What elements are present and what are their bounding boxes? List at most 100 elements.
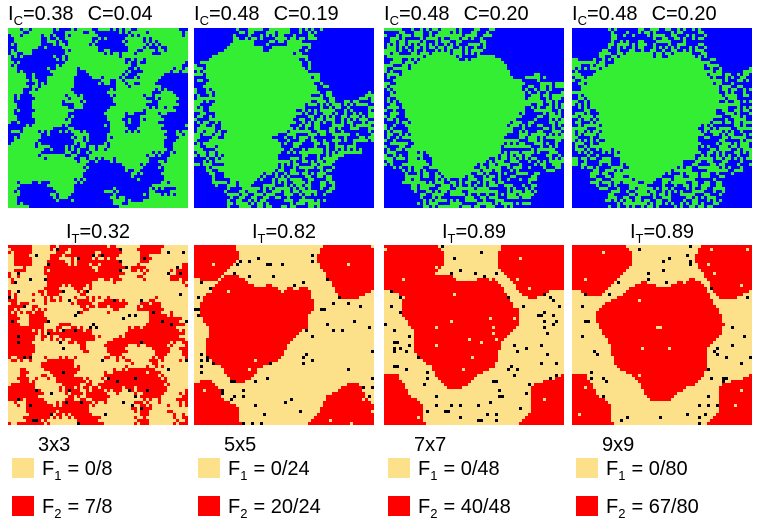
label-part: C=0.04 (88, 3, 153, 25)
legend-swatch (12, 458, 34, 478)
legend-label: F1 = 0/24 (228, 458, 310, 483)
label-part: F (606, 458, 618, 480)
label-part: = 0/48 (443, 458, 499, 480)
label-part: C (200, 13, 209, 28)
legend-label: F1 = 0/8 (42, 458, 113, 483)
legend-label: F2 = 40/48 (418, 496, 511, 521)
label-part: I (194, 3, 200, 25)
label-part: F (418, 458, 430, 480)
legend-swatch (388, 458, 410, 478)
label-part: F (418, 496, 430, 518)
trait-lattice (194, 245, 374, 425)
label-part: I (384, 3, 390, 25)
label-part: 2 (618, 506, 625, 521)
strategy-lattice (384, 28, 564, 208)
label-part: F (228, 458, 240, 480)
lattice-cells (581, 245, 752, 425)
label-part: I (442, 221, 448, 243)
label-part: T (258, 231, 266, 246)
legend-label: F2 = 7/8 (42, 496, 113, 521)
label-part: = 67/80 (631, 496, 698, 518)
legend-label: F2 = 67/80 (606, 496, 699, 521)
label-part: = 0/8 (67, 458, 112, 480)
neighbourhood-size: 9x9 (602, 434, 634, 456)
label-part: 1 (430, 468, 437, 483)
trait-lattice (8, 245, 188, 425)
label-part: =0.82 (265, 221, 316, 243)
label-part: =0.38 (23, 3, 74, 25)
lattice-cells (194, 28, 374, 208)
label-part: F (42, 458, 54, 480)
top-label: IC=0.48 C=0.20 (384, 3, 529, 28)
lattice-cells (194, 245, 374, 425)
strategy-lattice (572, 28, 752, 208)
legend-swatch (388, 496, 410, 516)
label-part: 2 (430, 506, 437, 521)
label-part: =0.32 (79, 221, 130, 243)
label-part: 2 (240, 506, 247, 521)
label-part: = 20/24 (253, 496, 320, 518)
label-part: I (572, 3, 578, 25)
label-part: 1 (240, 468, 247, 483)
label-part: I (8, 3, 14, 25)
lattice-cells (194, 28, 374, 208)
label-part: T (448, 231, 456, 246)
legend-swatch (198, 458, 220, 478)
label-part: = 40/48 (443, 496, 510, 518)
neighbourhood-size: 7x7 (414, 434, 446, 456)
label-part: 1 (54, 468, 61, 483)
lattice-cells (8, 245, 188, 425)
label-part: C (578, 13, 587, 28)
trait-lattice (384, 245, 564, 425)
legend-swatch (576, 496, 598, 516)
bottom-label: IT=0.82 (252, 221, 316, 246)
label-part: 1 (618, 468, 625, 483)
strategy-lattice (8, 28, 188, 208)
legend-label: F2 = 20/24 (228, 496, 321, 521)
top-label: IC=0.48 C=0.19 (194, 3, 339, 28)
lattice-cells (572, 28, 752, 208)
label-part: C=0.20 (464, 3, 529, 25)
label-part: T (636, 231, 644, 246)
neighbourhood-size: 5x5 (224, 434, 256, 456)
label-part: 2 (54, 506, 61, 521)
top-label: IC=0.38 C=0.04 (8, 3, 153, 28)
trait-lattice (572, 245, 752, 425)
label-part: =0.89 (643, 221, 694, 243)
label-part: = 0/24 (253, 458, 309, 480)
bottom-label: IT=0.32 (66, 221, 130, 246)
label-part: C=0.19 (274, 3, 339, 25)
label-part: I (252, 221, 258, 243)
label-part: =0.89 (455, 221, 506, 243)
neighbourhood-size: 3x3 (38, 434, 70, 456)
lattice-cells (384, 245, 561, 422)
label-part: = 7/8 (67, 496, 112, 518)
label-part: C (390, 13, 399, 28)
lattice-cells (194, 245, 374, 425)
legend-label: F1 = 0/48 (418, 458, 500, 483)
label-part: F (606, 496, 618, 518)
strategy-lattice (194, 28, 374, 208)
label-part: = 0/80 (631, 458, 687, 480)
label-part: C=0.20 (652, 3, 717, 25)
legend-swatch (12, 496, 34, 516)
lattice-cells (8, 28, 188, 208)
label-part: C (14, 13, 23, 28)
legend-swatch (576, 458, 598, 478)
legend-label: F1 = 0/80 (606, 458, 688, 483)
label-part: =0.48 (209, 3, 260, 25)
label-part: =0.48 (399, 3, 450, 25)
label-part: I (630, 221, 636, 243)
label-part: T (72, 231, 80, 246)
bottom-label: IT=0.89 (630, 221, 694, 246)
label-part: F (42, 496, 54, 518)
label-part: =0.48 (587, 3, 638, 25)
top-label: IC=0.48 C=0.20 (572, 3, 717, 28)
label-part: F (228, 496, 240, 518)
lattice-cells (572, 245, 752, 425)
label-part: I (66, 221, 72, 243)
bottom-label: IT=0.89 (442, 221, 506, 246)
lattice-cells (384, 28, 564, 208)
legend-swatch (198, 496, 220, 516)
